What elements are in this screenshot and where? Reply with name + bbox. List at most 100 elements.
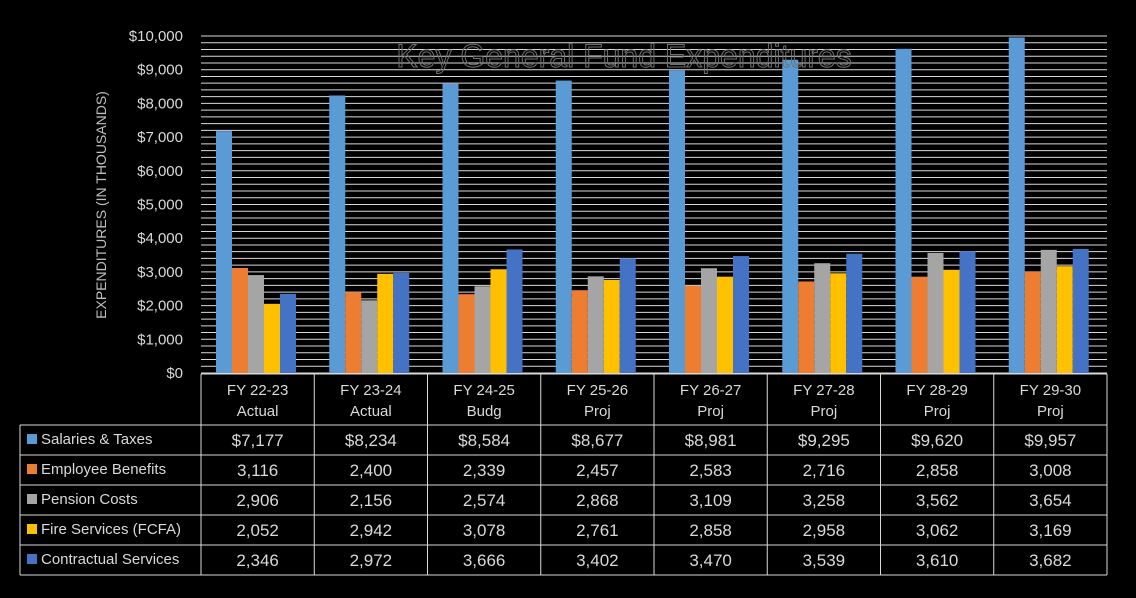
bar-contractual-services — [846, 253, 863, 373]
category-sublabel: Proj — [584, 403, 611, 420]
bar-salaries-taxes — [895, 48, 912, 373]
data-label: 2,457 — [576, 461, 619, 480]
y-tick-label: $1,000 — [137, 331, 183, 348]
category-sublabel: Proj — [924, 403, 951, 420]
bars — [216, 37, 1089, 374]
data-label: 2,972 — [350, 551, 393, 570]
y-axis-ticks: $0 $1,000 $2,000 $3,000 $4,000 $5,000 $6,000 $7… — [129, 28, 183, 382]
y-tick-label: $5,000 — [137, 197, 183, 214]
data-label: 3,562 — [916, 491, 959, 510]
data-label: $9,620 — [911, 431, 963, 450]
data-table: FY 22-23 Actual FY 23-24 Actual FY 24-25 Budg… — [19, 373, 1108, 576]
bar-pension-costs — [248, 275, 264, 373]
bar-employee-benefits — [458, 294, 475, 373]
data-label: 2,942 — [350, 521, 393, 540]
bar-employee-benefits — [345, 292, 362, 373]
bar-salaries-taxes — [329, 95, 346, 374]
legend-key — [27, 494, 37, 504]
bar-contractual-services — [959, 251, 976, 373]
legend-label: Employee Benefits — [41, 461, 166, 478]
data-label: 3,109 — [689, 491, 732, 510]
bar-fire-services-fcfa — [377, 273, 394, 373]
data-label: 2,716 — [803, 461, 846, 480]
bar-fire-services-fcfa — [264, 303, 280, 373]
bar-contractual-services — [1072, 248, 1089, 373]
category-label: FY 23-24 — [340, 382, 401, 399]
y-tick-label: $3,000 — [137, 264, 183, 281]
legend-label: Fire Services (FCFA) — [41, 521, 181, 538]
data-label: 3,666 — [463, 551, 506, 570]
chart-title: Key General Fund Expenditures — [396, 38, 851, 74]
data-label: 2,868 — [576, 491, 619, 510]
data-label: 3,470 — [689, 551, 732, 570]
y-tick-label: $4,000 — [137, 230, 183, 247]
y-tick-label: $10,000 — [129, 28, 183, 45]
data-label: 3,682 — [1029, 551, 1072, 570]
category-sublabel: Proj — [1037, 403, 1064, 420]
category-label: FY 25-26 — [567, 382, 628, 399]
bar-pension-costs — [361, 300, 378, 373]
bar-employee-benefits — [1024, 271, 1041, 373]
data-label: 2,583 — [689, 461, 732, 480]
legend-key — [27, 464, 37, 474]
data-label: 2,858 — [916, 461, 959, 480]
legend-label: Contractual Services — [41, 551, 179, 568]
bar-employee-benefits — [232, 267, 248, 373]
data-label: 3,169 — [1029, 521, 1072, 540]
data-label: 2,346 — [236, 551, 279, 570]
bar-fire-services-fcfa — [603, 279, 620, 373]
bar-salaries-taxes — [669, 70, 685, 373]
category-label: FY 24-25 — [453, 382, 514, 399]
data-label: 2,958 — [803, 521, 846, 540]
bar-fire-services-fcfa — [1056, 266, 1073, 373]
legend-label: Pension Costs — [41, 491, 138, 508]
data-label: 2,761 — [576, 521, 619, 540]
data-label: 3,116 — [237, 461, 278, 480]
bar-salaries-taxes — [1008, 37, 1025, 374]
category-sublabel: Proj — [811, 403, 838, 420]
data-label: 3,402 — [576, 551, 619, 570]
y-tick-label: $0 — [166, 365, 183, 382]
category-label: FY 27-28 — [793, 382, 854, 399]
bar-contractual-services — [280, 293, 296, 373]
data-label: $8,584 — [458, 431, 510, 450]
category-label: FY 22-23 — [227, 382, 288, 399]
data-label: $8,677 — [571, 431, 623, 450]
y-tick-label: $8,000 — [137, 95, 183, 112]
legend-key — [27, 554, 37, 564]
y-tick-label: $9,000 — [137, 62, 183, 79]
data-label: 2,906 — [236, 491, 279, 510]
data-label: $9,957 — [1024, 431, 1076, 450]
data-label: 2,052 — [236, 521, 279, 540]
bar-pension-costs — [701, 268, 717, 373]
data-label: 3,539 — [803, 551, 846, 570]
legend-key — [27, 434, 37, 444]
bar-salaries-taxes — [782, 59, 799, 374]
y-axis-label: EXPENDITURES (IN THOUSANDS) — [93, 91, 109, 319]
legend-label: Salaries & Taxes — [41, 431, 152, 448]
data-label: 3,062 — [916, 521, 959, 540]
data-label: 2,858 — [689, 521, 732, 540]
bar-pension-costs — [474, 286, 491, 373]
data-label: $8,981 — [685, 431, 737, 450]
data-label: $9,295 — [798, 431, 850, 450]
y-tick-label: $7,000 — [137, 129, 183, 146]
y-tick-label: $2,000 — [137, 298, 183, 315]
bar-employee-benefits — [798, 281, 815, 373]
data-label: 3,610 — [916, 551, 959, 570]
bar-fire-services-fcfa — [490, 269, 507, 373]
bar-contractual-services — [733, 256, 749, 373]
bar-employee-benefits — [571, 290, 588, 373]
data-label: $7,177 — [232, 431, 284, 450]
bar-salaries-taxes — [555, 80, 572, 374]
bar-salaries-taxes — [216, 131, 232, 373]
data-label: 3,654 — [1029, 491, 1072, 510]
data-label: 2,339 — [463, 461, 506, 480]
legend-key — [27, 524, 37, 534]
category-sublabel: Actual — [237, 403, 279, 420]
bar-pension-costs — [927, 252, 944, 373]
category-label: FY 29-30 — [1020, 382, 1081, 399]
bar-pension-costs — [814, 263, 831, 373]
